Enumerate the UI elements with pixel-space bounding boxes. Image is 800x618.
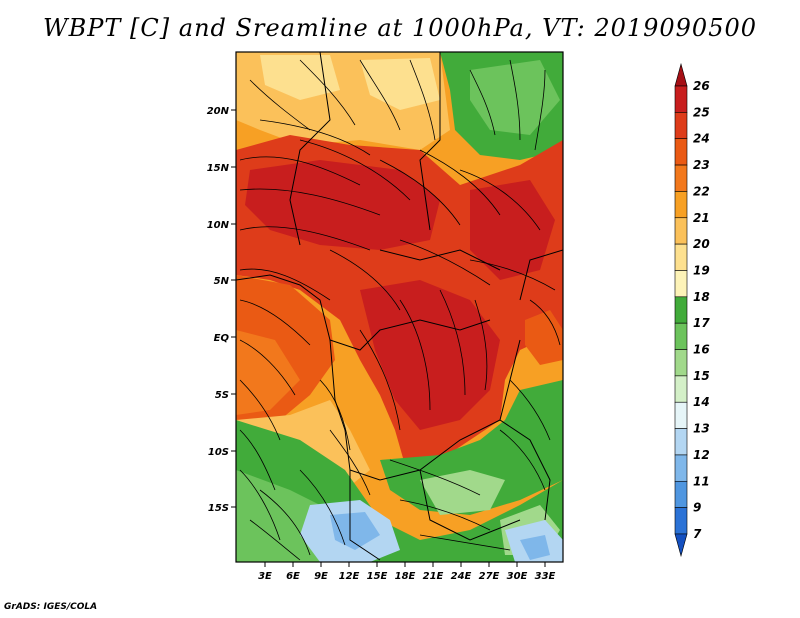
colorbar-swatch	[674, 296, 688, 324]
colorbar-level-label: 21	[693, 211, 710, 225]
colorbar-swatch	[674, 112, 688, 140]
colorbar-swatch	[674, 270, 688, 298]
lat-label: 10S	[208, 447, 229, 458]
lon-label: 21E	[423, 571, 444, 582]
colorbar-swatch	[674, 507, 688, 535]
lat-label: 5S	[215, 390, 229, 401]
lon-label: 30E	[507, 571, 528, 582]
colorbar-bottom-triangle	[674, 533, 688, 558]
colorbar-level-label: 16	[693, 343, 710, 357]
colorbar-level-label: 25	[693, 105, 710, 119]
colorbar-level-label: 20	[693, 237, 710, 251]
colorbar-level-label: 23	[693, 158, 710, 172]
lon-label: 15E	[367, 571, 388, 582]
colorbar-level-label: 26	[693, 79, 710, 93]
lon-label: 24E	[451, 571, 472, 582]
colorbar-level-label: 22	[693, 184, 710, 198]
colorbar-level-label: 7	[693, 527, 702, 541]
colorbar-swatch	[674, 349, 688, 377]
colorbar: 26 25 24 23 22 21 20 19 18 17 16 15 14 13 12 11 9 7	[674, 62, 710, 558]
lon-label: 12E	[339, 571, 360, 582]
colorbar-swatch	[674, 138, 688, 166]
colorbar-swatch	[674, 85, 688, 113]
lon-axis: 3E 6E 9E 12E 15E 18E 21E 24E 27E 30E 33E	[258, 562, 556, 582]
colorbar-swatch	[674, 401, 688, 429]
lon-label: 6E	[286, 571, 300, 582]
colorbar-swatch	[674, 322, 688, 350]
map-title: WBPT [C] and Sreamline at 1000hPa, VT: 2…	[42, 14, 758, 42]
colorbar-level-label: 14	[693, 395, 710, 409]
colorbar-swatch	[674, 454, 688, 482]
colorbar-level-label: 12	[693, 448, 710, 462]
lon-label: 9E	[314, 571, 328, 582]
colorbar-level-label: 15	[693, 369, 710, 383]
colorbar-level-label: 17	[693, 316, 710, 330]
lon-label: 27E	[479, 571, 500, 582]
colorbar-swatch	[674, 243, 688, 271]
colorbar-level-label: 18	[693, 290, 710, 304]
streamlines	[239, 59, 561, 561]
colorbar-level-label: 13	[693, 422, 710, 436]
colorbar-top-triangle	[674, 62, 688, 87]
colorbar-swatch	[674, 191, 688, 219]
lat-label: 15S	[208, 503, 229, 514]
country-borders	[236, 52, 563, 561]
colorbar-swatch	[674, 164, 688, 192]
colorbar-level-label: 11	[693, 474, 710, 488]
colorbar-swatch	[674, 428, 688, 456]
lat-label: 15N	[207, 163, 230, 174]
colorbar-level-label: 24	[693, 132, 710, 146]
lat-label: 10N	[207, 220, 230, 231]
wbpt-shading	[236, 52, 563, 562]
lat-label: 20N	[207, 106, 230, 117]
colorbar-level-label: 19	[693, 263, 710, 277]
colorbar-swatch	[674, 217, 688, 245]
lon-label: 3E	[258, 571, 272, 582]
colorbar-swatch	[674, 480, 688, 508]
lon-label: 33E	[535, 571, 556, 582]
lat-axis: 20N 15N 10N 5N EQ 5S 10S 15S	[207, 106, 236, 514]
lat-label: 5N	[214, 276, 230, 287]
credit-label: GrADS: IGES/COLA	[4, 602, 98, 612]
colorbar-swatch	[674, 375, 688, 403]
colorbar-level-label: 9	[693, 501, 701, 515]
lon-label: 18E	[395, 571, 416, 582]
map-frame	[235, 51, 564, 563]
lat-label: EQ	[214, 333, 230, 344]
